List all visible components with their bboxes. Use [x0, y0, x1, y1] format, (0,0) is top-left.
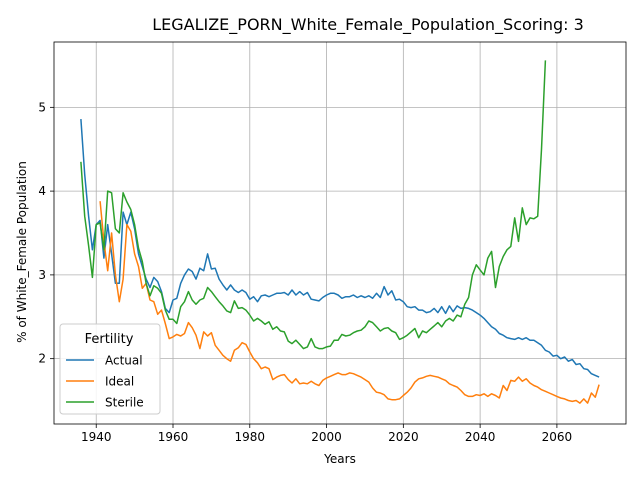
plot-area-frame [53, 41, 627, 425]
series-line-sterile [80, 60, 547, 350]
x-tick-label: 2040 [465, 430, 496, 444]
x-tick-label: 2020 [388, 430, 419, 444]
x-axis: 1940 1960 1980 2000 2020 2040 2060 [81, 424, 572, 444]
series-line-actual [80, 119, 600, 378]
x-tick-label: 1940 [81, 430, 112, 444]
y-axis: 2 3 4 5 [38, 100, 54, 366]
legend-box [59, 323, 161, 415]
y-tick-label: 3 [38, 268, 46, 282]
series-line-ideal [99, 201, 600, 404]
x-tick-label: 2000 [311, 430, 342, 444]
x-tick-label: 1980 [235, 430, 266, 444]
y-tick-label: 2 [38, 352, 46, 366]
axes-frame [53, 41, 627, 425]
legend-entries: Actual Ideal Sterile [66, 354, 144, 410]
x-axis-label: Years [323, 452, 356, 466]
legend-label-actual: Actual [105, 354, 143, 368]
y-tick-label: 4 [38, 184, 46, 198]
legend-label-ideal: Ideal [105, 375, 134, 389]
legend-label-sterile: Sterile [105, 396, 144, 410]
legend: Fertility Actual Ideal Sterile [59, 323, 161, 415]
plot-lines [80, 60, 600, 404]
y-axis-label: % of White_Female Population [15, 161, 29, 343]
legend-title: Fertility [85, 332, 134, 347]
y-tick-label: 5 [38, 100, 46, 114]
chart-title: LEGALIZE_PORN_White_Female_Population_Sc… [152, 15, 584, 35]
x-tick-label: 2060 [542, 430, 573, 444]
x-tick-label: 1960 [158, 430, 189, 444]
